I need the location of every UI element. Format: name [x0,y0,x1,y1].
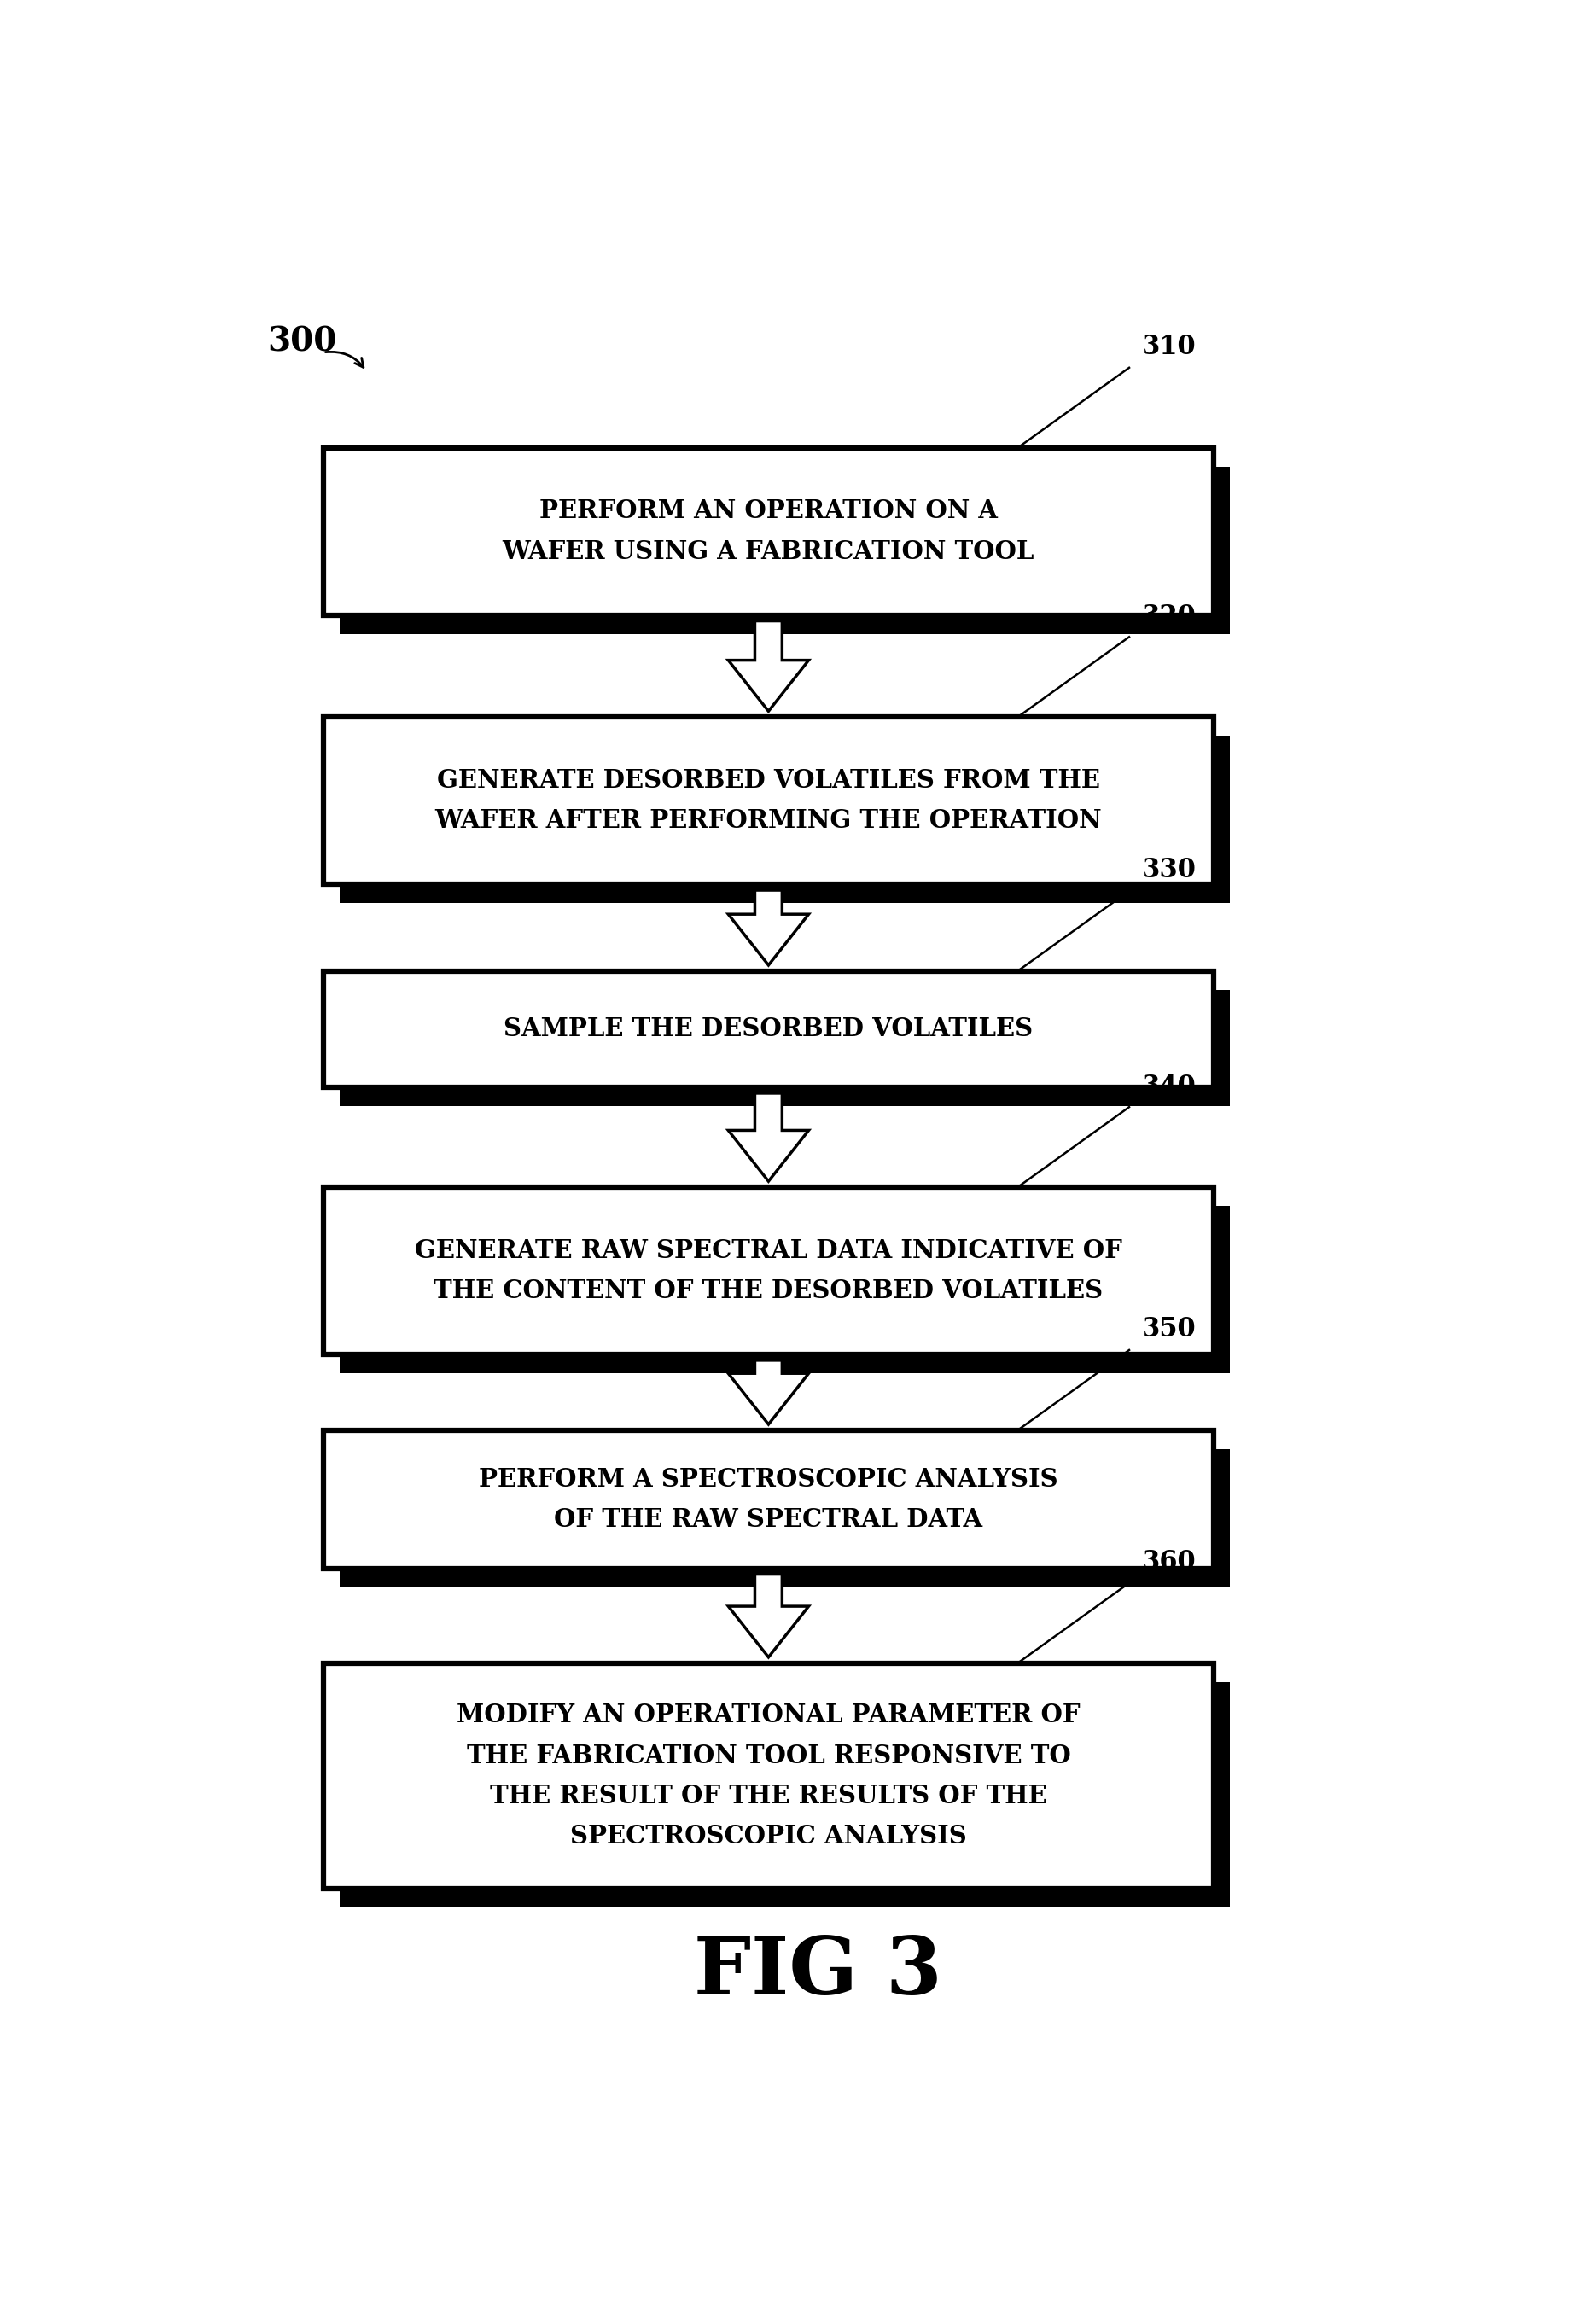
Text: PERFORM A SPECTROSCOPIC ANALYSIS
OF THE RAW SPECTRAL DATA: PERFORM A SPECTROSCOPIC ANALYSIS OF THE … [479,1467,1058,1531]
Polygon shape [728,890,809,966]
Bar [340,1448,1231,1587]
Text: 320: 320 [1141,604,1195,630]
Bar [322,1430,1215,1568]
Bar [322,1188,1215,1354]
Polygon shape [728,1093,809,1181]
Text: 310: 310 [1141,334,1195,360]
Text: GENERATE DESORBED VOLATILES FROM THE
WAFER AFTER PERFORMING THE OPERATION: GENERATE DESORBED VOLATILES FROM THE WAF… [436,768,1101,832]
Polygon shape [728,1361,809,1425]
Text: PERFORM AN OPERATION ON A
WAFER USING A FABRICATION TOOL: PERFORM AN OPERATION ON A WAFER USING A … [503,498,1034,565]
Bar [322,1663,1215,1889]
Text: 360: 360 [1141,1550,1195,1575]
Polygon shape [728,1575,809,1658]
Text: 340: 340 [1141,1072,1195,1100]
Bar [340,1681,1231,1907]
Text: 350: 350 [1141,1317,1195,1342]
Bar [322,971,1215,1088]
Polygon shape [728,620,809,710]
Text: 300: 300 [268,325,337,357]
Text: SAMPLE THE DESORBED VOLATILES: SAMPLE THE DESORBED VOLATILES [504,1017,1033,1042]
Bar [340,736,1231,904]
Text: MODIFY AN OPERATIONAL PARAMETER OF
THE FABRICATION TOOL RESPONSIVE TO
THE RESULT: MODIFY AN OPERATIONAL PARAMETER OF THE F… [456,1702,1080,1849]
Bar [322,717,1215,886]
Bar [340,1206,1231,1374]
Bar [340,466,1231,634]
Bar [340,989,1231,1107]
Bar [322,447,1215,616]
Text: 330: 330 [1141,858,1195,883]
Text: GENERATE RAW SPECTRAL DATA INDICATIVE OF
THE CONTENT OF THE DESORBED VOLATILES: GENERATE RAW SPECTRAL DATA INDICATIVE OF… [415,1238,1122,1303]
Text: FIG 3: FIG 3 [694,1935,942,2011]
